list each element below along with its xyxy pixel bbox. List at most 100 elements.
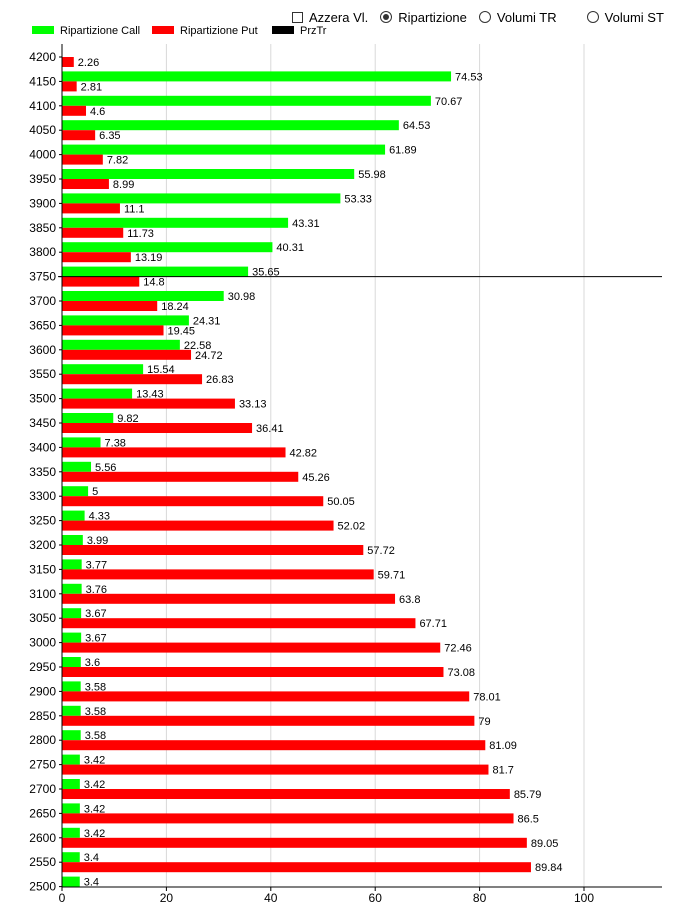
put-bar bbox=[62, 740, 486, 751]
call-bar bbox=[62, 705, 81, 716]
put-bar bbox=[62, 471, 299, 482]
call-bar-label: 3.42 bbox=[84, 755, 105, 767]
call-bar bbox=[62, 339, 180, 350]
y-tick-label: 3600 bbox=[29, 343, 56, 357]
call-bar bbox=[62, 71, 452, 82]
put-bar-label: 52.02 bbox=[338, 521, 366, 533]
put-bar-label: 7.82 bbox=[107, 155, 128, 167]
radio-button[interactable] bbox=[478, 11, 491, 23]
y-tick-label: 3950 bbox=[29, 172, 56, 186]
radio-button[interactable] bbox=[586, 11, 599, 23]
call-bar-label: 35.65 bbox=[252, 267, 280, 279]
put-bar bbox=[62, 789, 510, 799]
axes: 0 20 40 60 80 100 4200 4150 4100 4050 4000 3950 3900… bbox=[29, 44, 662, 905]
call-bar bbox=[62, 559, 82, 570]
call-bar bbox=[62, 876, 80, 887]
put-bar bbox=[62, 179, 109, 189]
call-bar-label: 3.58 bbox=[85, 730, 106, 742]
radio-volumi-st-label: Volumi ST bbox=[604, 9, 664, 25]
y-tick-label: 4150 bbox=[29, 74, 56, 88]
put-bar bbox=[62, 349, 192, 360]
call-bar-label: 3.42 bbox=[84, 828, 105, 840]
radio-button-checked[interactable] bbox=[380, 11, 393, 23]
radio-volumi-st[interactable]: Volumi ST bbox=[586, 9, 664, 25]
put-bar-label: 33.13 bbox=[239, 399, 267, 411]
call-bar bbox=[62, 193, 341, 204]
call-bar-label: 3.67 bbox=[85, 608, 106, 620]
put-bar-label: 50.05 bbox=[327, 496, 355, 508]
y-tick-label: 2850 bbox=[29, 709, 56, 723]
put-bar-label: 86.5 bbox=[518, 813, 539, 825]
legend-swatch-call bbox=[32, 26, 54, 34]
chart-controls: Azzera Vl. Ripartizione Volumi TR Volumi… bbox=[292, 8, 664, 26]
call-bar-label: 55.98 bbox=[358, 169, 386, 181]
call-bar bbox=[62, 144, 386, 155]
call-bar-label: 15.54 bbox=[147, 364, 175, 376]
call-bar bbox=[62, 266, 249, 277]
y-tick-label: 3350 bbox=[29, 465, 56, 479]
y-tick-label: 3300 bbox=[29, 489, 56, 503]
call-bar-label: 64.53 bbox=[403, 120, 431, 132]
put-bar-label: 45.26 bbox=[302, 472, 330, 484]
y-tick-label: 2550 bbox=[29, 855, 56, 869]
y-tick-label: 2800 bbox=[29, 733, 56, 747]
put-bar bbox=[62, 57, 74, 67]
put-bar bbox=[62, 301, 158, 311]
call-bar-label: 24.31 bbox=[193, 315, 221, 327]
y-tick-label: 3900 bbox=[29, 196, 56, 210]
call-bar bbox=[62, 608, 82, 619]
radio-ripartizione[interactable]: Ripartizione bbox=[380, 10, 467, 25]
y-tick-label: 4100 bbox=[29, 99, 56, 113]
call-bar-label: 3.42 bbox=[84, 803, 105, 815]
put-bar-label: 85.79 bbox=[514, 789, 542, 801]
call-bar bbox=[62, 217, 289, 228]
call-bar-label: 3.67 bbox=[85, 633, 106, 645]
call-bar-label: 3.76 bbox=[86, 584, 107, 596]
call-bar-label: 3.6 bbox=[85, 657, 100, 669]
put-bar-label: 19.45 bbox=[168, 325, 196, 337]
call-bar bbox=[62, 730, 81, 741]
y-tick-label: 3750 bbox=[29, 270, 56, 284]
put-bar-label: 57.72 bbox=[367, 545, 395, 557]
put-bar-label: 24.72 bbox=[195, 350, 223, 362]
azzera-checkbox[interactable]: Azzera Vl. bbox=[292, 10, 368, 25]
checkbox-box[interactable] bbox=[292, 11, 303, 23]
radio-volumi-tr[interactable]: Volumi TR bbox=[478, 10, 557, 25]
put-bar-label: 6.35 bbox=[99, 130, 120, 142]
y-tick-label: 4000 bbox=[29, 148, 56, 162]
call-bar-label: 40.31 bbox=[276, 242, 304, 254]
call-bar bbox=[62, 169, 355, 179]
call-bar bbox=[62, 388, 133, 399]
call-bar bbox=[62, 681, 81, 692]
call-bar bbox=[62, 486, 89, 497]
y-tick-label: 3800 bbox=[29, 245, 56, 259]
put-bar bbox=[62, 520, 334, 531]
put-bar bbox=[62, 837, 527, 848]
call-bar bbox=[62, 364, 144, 375]
radio-ripartizione-label: Ripartizione bbox=[398, 9, 467, 25]
put-bar bbox=[62, 496, 324, 507]
call-bar-label: 3.4 bbox=[84, 877, 99, 889]
call-bar bbox=[62, 413, 114, 423]
put-bar-label: 18.24 bbox=[161, 301, 189, 313]
y-tick-label: 3150 bbox=[29, 562, 56, 576]
call-bar bbox=[62, 852, 80, 863]
put-bar bbox=[62, 374, 203, 385]
bars: 2.26 74.53 2.81 70.67 4.6 64.53 6.35 61.89 7.82 5… bbox=[58, 57, 662, 889]
call-bar-label: 61.89 bbox=[389, 145, 417, 157]
put-bar bbox=[62, 764, 489, 775]
legend-label-prztr: PrzTr bbox=[300, 25, 327, 37]
put-bar-label: 2.26 bbox=[78, 57, 99, 69]
y-tick-label: 3450 bbox=[29, 416, 56, 430]
put-bar-label: 73.08 bbox=[447, 667, 475, 679]
y-tick-label: 2750 bbox=[29, 758, 56, 772]
put-bar bbox=[62, 398, 235, 409]
call-bar-label: 3.4 bbox=[84, 852, 99, 864]
put-bar-label: 2.81 bbox=[81, 81, 102, 93]
y-tick-label: 4200 bbox=[29, 50, 56, 64]
put-bar bbox=[62, 325, 164, 336]
y-tick-label: 2600 bbox=[29, 831, 56, 845]
put-bar-label: 26.83 bbox=[206, 374, 234, 386]
call-bar-label: 9.82 bbox=[117, 413, 138, 425]
